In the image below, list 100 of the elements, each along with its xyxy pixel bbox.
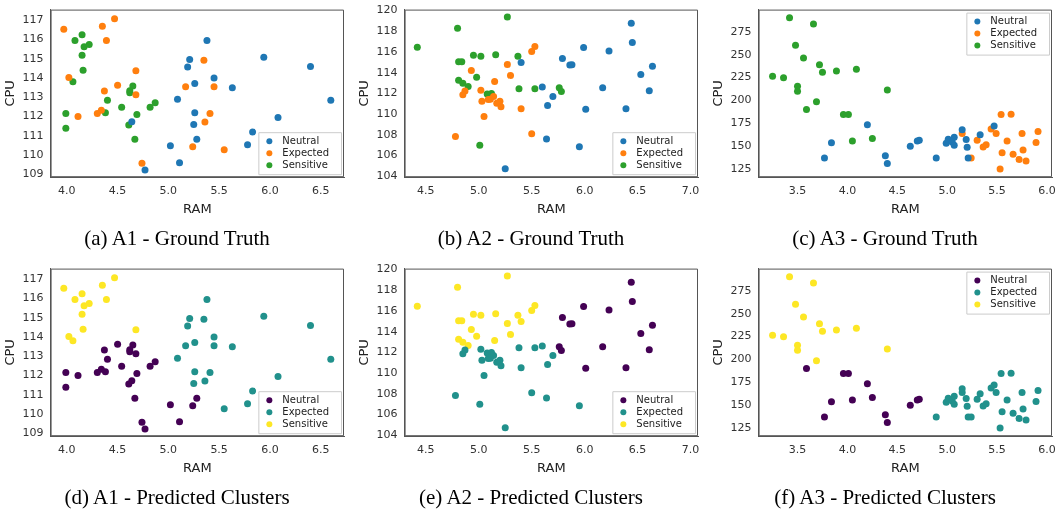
x-tick-label: 6.0 (575, 442, 594, 456)
legend-label: Sensitive (636, 417, 682, 429)
x-tick-label: 6.5 (628, 183, 647, 197)
y-tick-label: 104 (376, 169, 398, 183)
y-tick-label: 115 (22, 310, 44, 324)
x-tick-label: 7.0 (681, 442, 700, 456)
x-axis-title: RAM (182, 459, 212, 475)
y-tick-label: 109 (22, 425, 44, 439)
y-tick-label: 117 (22, 13, 44, 27)
x-tick-label: 4.5 (888, 183, 907, 197)
y-tick-label: 112 (22, 368, 44, 382)
x-axis-title: RAM (182, 200, 212, 216)
y-tick-label: 114 (376, 324, 398, 338)
y-tick-label: 200 (730, 93, 752, 107)
x-tick-label: 6.5 (628, 442, 647, 456)
legend-label: Neutral (636, 393, 674, 405)
text: (c) A3 - Ground Truth (791, 226, 979, 251)
y-tick-label: 116 (376, 303, 398, 317)
y-axis-title: CPU (356, 339, 372, 366)
text: (b) A2 - Ground Truth (436, 226, 626, 251)
y-tick-label: 118 (376, 24, 398, 38)
y-tick-label: 106 (376, 148, 398, 162)
y-tick-label: 225 (730, 329, 752, 343)
y-tick-label: 275 (730, 24, 752, 38)
y-tick-label: 250 (730, 47, 752, 61)
legend-label: Expected (282, 405, 329, 417)
y-tick-label: 110 (22, 147, 44, 161)
text: (f) A3 - Predicted Clusters (773, 485, 997, 510)
y-tick-label: 111 (22, 128, 44, 142)
text: (d) A1 - Predicted Clusters (63, 485, 291, 510)
y-tick-label: 114 (22, 329, 44, 343)
x-tick-label: 7.0 (681, 183, 700, 197)
y-tick-label: 250 (730, 306, 752, 320)
y-tick-label: 109 (22, 166, 44, 180)
legend-label: Sensitive (636, 158, 682, 170)
text: (a) A1 - Ground Truth (83, 226, 271, 251)
y-tick-label: 120 (376, 3, 398, 17)
x-axis-title: RAM (890, 459, 920, 475)
y-axis-title: CPU (356, 80, 372, 107)
x-tick-label: 4.5 (888, 442, 907, 456)
y-axis-title: CPU (2, 80, 18, 107)
y-tick-label: 275 (730, 283, 752, 297)
y-axis-title: CPU (2, 339, 18, 366)
x-tick-label: 5.0 (159, 442, 178, 456)
legend-label: Sensitive (282, 158, 328, 170)
x-axis-title: RAM (890, 200, 920, 216)
legend-label: Expected (990, 27, 1037, 39)
y-tick-label: 175 (730, 375, 752, 389)
x-tick-label: 5.5 (210, 442, 228, 456)
legend-label: Sensitive (990, 39, 1036, 51)
legend-label: Expected (990, 286, 1037, 298)
x-tick-label: 4.5 (417, 183, 435, 197)
y-tick-label: 112 (376, 86, 398, 100)
y-tick-label: 110 (22, 406, 44, 420)
y-tick-label: 114 (22, 70, 44, 84)
x-tick-label: 5.5 (522, 183, 541, 197)
y-tick-label: 225 (730, 70, 752, 84)
legend-label: Expected (282, 146, 329, 158)
legend-label: Neutral (990, 15, 1028, 27)
x-tick-label: 5.0 (469, 183, 488, 197)
y-tick-label: 120 (376, 262, 398, 276)
x-tick-label: 4.5 (417, 442, 435, 456)
x-axis-title: RAM (536, 200, 566, 216)
x-tick-label: 3.5 (788, 183, 807, 197)
y-tick-label: 200 (730, 352, 752, 366)
x-tick-label: 5.5 (210, 183, 228, 197)
x-tick-label: 4.0 (58, 183, 76, 197)
legend-label: Neutral (282, 134, 320, 146)
y-tick-label: 111 (22, 387, 44, 401)
legend-label: Neutral (990, 274, 1028, 286)
x-tick-label: 6.0 (575, 183, 594, 197)
x-tick-label: 4.0 (838, 442, 857, 456)
legend-label: Sensitive (990, 298, 1036, 310)
x-tick-label: 4.0 (58, 442, 76, 456)
y-tick-label: 125 (730, 161, 752, 175)
x-tick-label: 4.5 (108, 442, 127, 456)
y-tick-label: 116 (22, 291, 44, 305)
y-tick-label: 150 (730, 397, 752, 411)
x-tick-label: 6.0 (261, 442, 279, 456)
y-tick-label: 150 (730, 138, 752, 152)
x-tick-label: 6.0 (1038, 442, 1056, 456)
y-tick-label: 113 (22, 349, 44, 363)
y-tick-label: 117 (22, 272, 44, 286)
x-tick-label: 6.5 (311, 183, 330, 197)
y-tick-label: 110 (376, 365, 398, 379)
x-tick-label: 6.5 (311, 442, 330, 456)
y-tick-label: 108 (376, 386, 398, 400)
y-tick-label: 175 (730, 116, 752, 130)
x-tick-label: 5.5 (522, 442, 541, 456)
y-tick-label: 106 (376, 407, 398, 421)
x-tick-label: 5.5 (988, 183, 1006, 197)
y-tick-label: 118 (376, 283, 398, 297)
x-tick-label: 4.5 (108, 183, 127, 197)
y-tick-label: 115 (22, 51, 44, 65)
x-tick-label: 5.0 (159, 183, 178, 197)
x-tick-label: 6.0 (261, 183, 279, 197)
y-tick-label: 116 (22, 32, 44, 46)
x-tick-label: 5.5 (988, 442, 1006, 456)
y-tick-label: 110 (376, 106, 398, 120)
x-tick-label: 6.0 (1038, 183, 1056, 197)
